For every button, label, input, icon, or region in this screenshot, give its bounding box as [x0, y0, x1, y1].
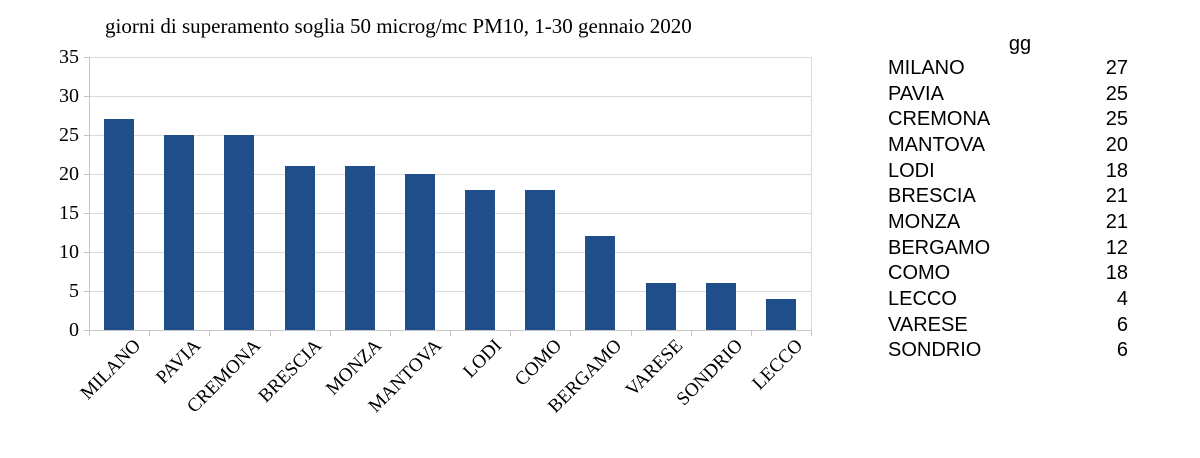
table-row-label-varese: VARESE: [888, 313, 968, 336]
x-axis-line: [89, 330, 812, 331]
bar-brescia: [284, 166, 315, 330]
x-axis-tick: [269, 331, 271, 336]
x-axis-tick: [89, 331, 90, 336]
y-axis-tick-label: 10: [59, 241, 79, 263]
y-axis-tick-label: 25: [59, 124, 79, 146]
x-axis-tick: [209, 331, 211, 336]
table-row-value-mantova: 20: [1105, 133, 1128, 156]
y-gridline: [89, 213, 811, 214]
table-row-label-pavia: PAVIA: [888, 82, 944, 105]
table-row-label-milano: MILANO: [888, 57, 965, 79]
x-axis-tick: [630, 331, 632, 336]
table-row-value-cremona: 25: [1105, 108, 1128, 131]
y-axis-tick: [84, 213, 89, 214]
bar-lecco: [765, 298, 796, 330]
y-axis-tick-label: 35: [59, 46, 79, 68]
y-axis-line: [89, 57, 90, 331]
chart-title: giorni di superamento soglia 50 microg/m…: [105, 14, 692, 38]
y-axis-tick-label: 20: [59, 163, 79, 185]
bar-varese: [645, 283, 676, 330]
table-row-value-pavia: 25: [1105, 82, 1128, 105]
y-axis-tick-label: 0: [69, 319, 79, 341]
table-row-value-monza: 21: [1105, 210, 1128, 233]
y-axis-tick-label: 30: [59, 85, 79, 107]
x-axis-tick: [389, 331, 391, 336]
bar-lodi: [465, 189, 496, 330]
y-axis-tick: [84, 174, 89, 175]
bar-pavia: [164, 135, 195, 330]
table-row-value-brescia: 21: [1105, 185, 1128, 208]
table-row-value-milano: 27: [1105, 57, 1128, 79]
table-row-value-sondrio: 6: [1116, 339, 1128, 362]
table-row-label-bergamo: BERGAMO: [888, 236, 991, 259]
y-gridline: [89, 135, 811, 136]
table-row-label-monza: MONZA: [888, 210, 961, 233]
x-axis-tick: [450, 331, 451, 336]
table-row-label-brescia: BRESCIA: [888, 185, 976, 208]
table-row-label-sondrio: SONDRIO: [888, 339, 982, 362]
bar-bergamo: [585, 236, 616, 330]
y-gridline: [89, 96, 811, 97]
table-row-value-varese: 6: [1116, 313, 1128, 336]
table-row-label-como: COMO: [888, 262, 951, 285]
y-gridline: [89, 174, 811, 175]
table-row-value-lecco: 4: [1116, 287, 1128, 310]
bar-monza: [344, 166, 375, 330]
plot-right-border: [811, 57, 812, 331]
y-gridline: [89, 57, 811, 58]
table-row-value-lodi: 18: [1105, 159, 1128, 182]
y-axis-tick: [84, 291, 89, 292]
y-axis-tick: [84, 252, 89, 253]
bar-mantova: [404, 174, 435, 330]
bar-cremona: [224, 135, 255, 330]
bar-como: [525, 189, 556, 330]
y-axis-tick-label: 5: [69, 280, 79, 302]
y-axis-tick: [84, 330, 89, 331]
y-axis-tick: [84, 57, 89, 58]
x-axis-tick: [329, 331, 331, 336]
table-row-value-como: 18: [1105, 262, 1128, 285]
x-axis-tick: [750, 331, 752, 336]
y-gridline: [89, 252, 811, 253]
y-axis-tick: [84, 135, 89, 136]
table-row-label-cremona: CREMONA: [888, 108, 991, 131]
table-value-column-header: gg: [1008, 33, 1032, 55]
x-axis-tick: [149, 331, 151, 336]
y-axis-tick: [84, 96, 89, 97]
x-axis-tick: [570, 331, 572, 336]
table-row-value-bergamo: 12: [1105, 236, 1128, 259]
x-axis-tick: [811, 331, 812, 336]
x-axis-tick: [690, 331, 692, 336]
table-row-label-mantova: MANTOVA: [888, 133, 986, 156]
x-axis-tick: [510, 331, 512, 336]
table-row-label-lecco: LECCO: [888, 287, 957, 310]
bar-milano: [104, 119, 135, 330]
y-axis-tick-label: 15: [59, 202, 79, 224]
bar-sondrio: [705, 283, 736, 330]
y-gridline: [89, 291, 811, 292]
table-row-label-lodi: LODI: [888, 159, 935, 182]
